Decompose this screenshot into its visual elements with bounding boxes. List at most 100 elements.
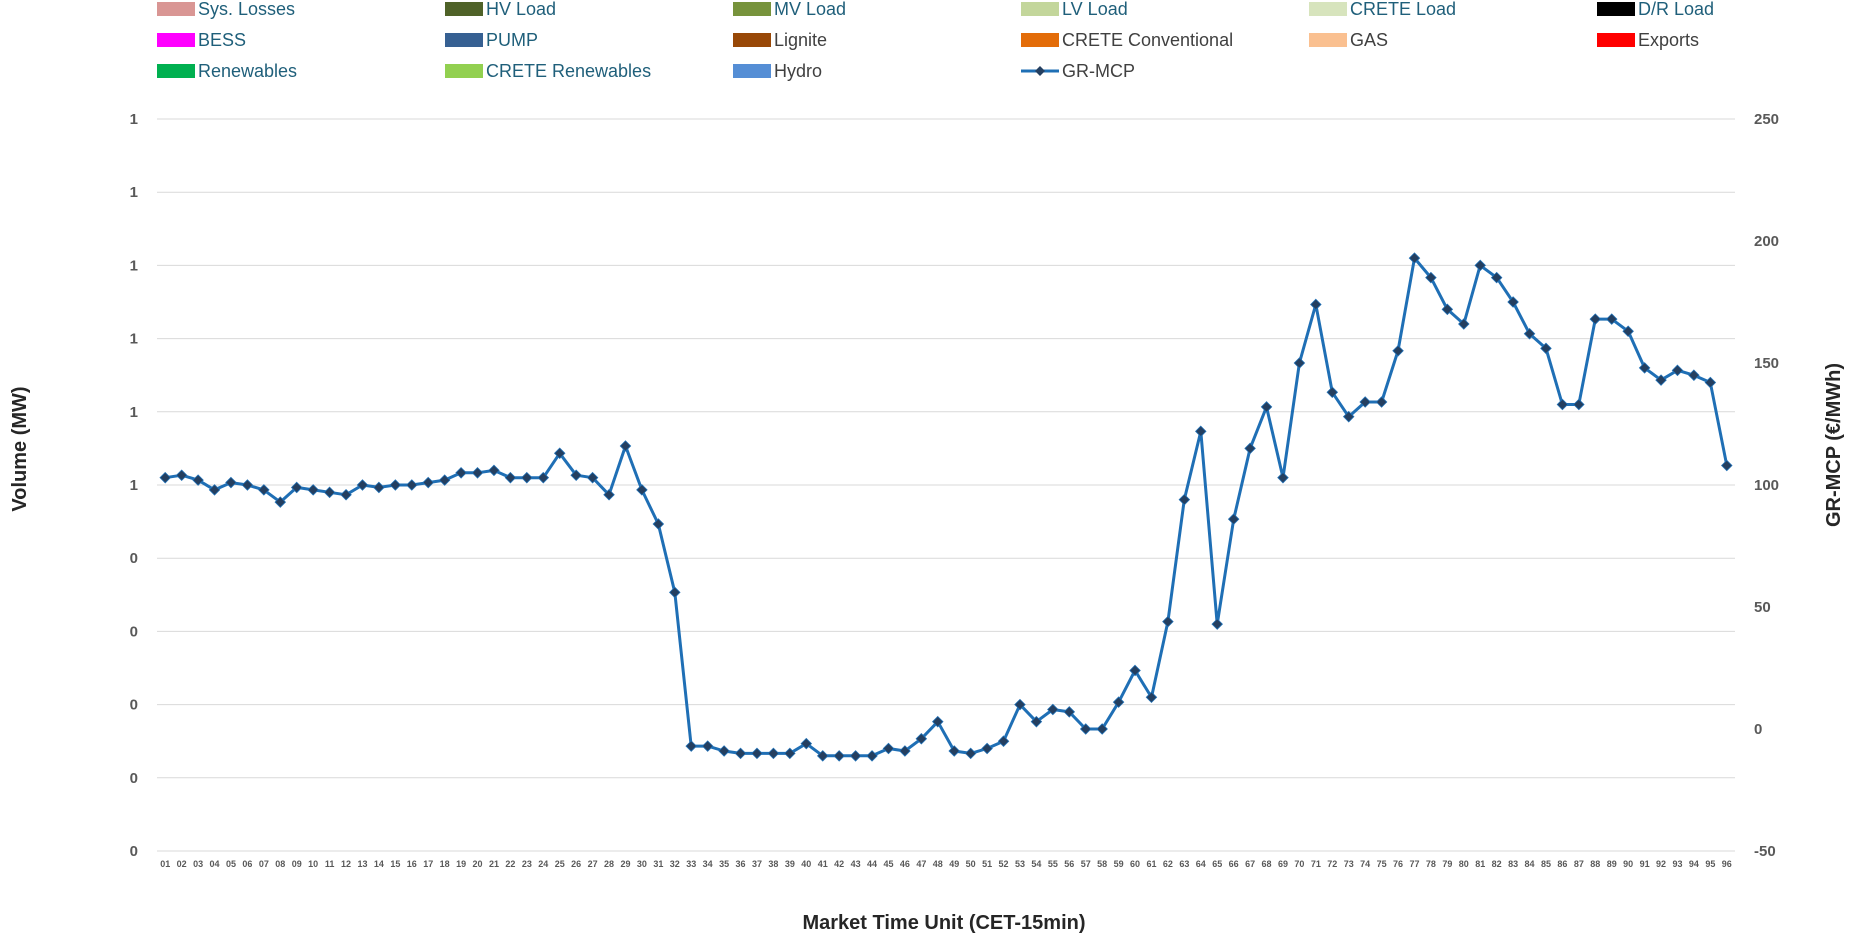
data-point (1507, 296, 1519, 308)
data-point (455, 467, 467, 479)
legend-swatch (157, 2, 195, 16)
x-tick-label: 59 (1114, 859, 1124, 869)
data-point (537, 471, 550, 484)
legend-label: GAS (1350, 30, 1388, 50)
x-tick-label: 53 (1015, 859, 1025, 869)
legend-label: D/R Load (1638, 0, 1714, 19)
x-tick-label: 07 (259, 859, 269, 869)
legend-item: CRETE Renewables (445, 61, 651, 81)
data-point (1721, 459, 1733, 472)
x-tick-label: 42 (834, 859, 844, 869)
data-point (521, 471, 533, 484)
data-point (767, 747, 780, 760)
data-point (175, 469, 188, 482)
data-point (1063, 706, 1076, 718)
x-tick-label: 02 (177, 859, 187, 869)
data-point (1490, 271, 1503, 284)
data-point (1671, 364, 1684, 377)
data-point (159, 471, 171, 484)
data-point (290, 481, 303, 494)
legend-swatch (733, 64, 771, 78)
legend-label: Lignite (774, 30, 827, 50)
data-point (1622, 325, 1634, 338)
x-tick-label: 04 (210, 859, 220, 869)
data-point (1688, 369, 1700, 381)
x-tick-label: 21 (489, 859, 499, 869)
x-tick-label: 47 (916, 859, 926, 869)
data-point (1523, 327, 1536, 340)
data-point (1293, 357, 1306, 369)
x-axis: 01 02 03 04 05 06 07 08 09 10 11 12 13 14 15 16 17 18 19 20… (160, 859, 1732, 869)
left-tick-label: 1 (130, 331, 138, 348)
gridlines (157, 118, 1735, 852)
legend-label: MV Load (774, 0, 846, 19)
x-tick-label: 81 (1475, 859, 1485, 869)
legend-swatch (1597, 2, 1635, 16)
x-tick-label: 60 (1130, 859, 1140, 869)
x-tick-label: 50 (966, 859, 976, 869)
data-point (1655, 374, 1667, 386)
data-point (504, 471, 517, 484)
x-tick-label: 46 (900, 859, 910, 869)
legend-label: BESS (198, 30, 246, 50)
x-tick-label: 31 (653, 859, 663, 869)
left-tick-label: 1 (130, 184, 138, 201)
data-point (1704, 376, 1717, 389)
right-axis-title: GR-MCP (€/MWh) (1823, 363, 1845, 527)
data-point (1014, 698, 1026, 711)
legend-swatch (1021, 2, 1059, 16)
data-point (1112, 696, 1125, 708)
x-tick-label: 15 (390, 859, 400, 869)
legend-swatch (1309, 2, 1347, 16)
data-point (1079, 723, 1092, 735)
x-tick-label: 70 (1294, 859, 1304, 869)
data-point (1047, 703, 1059, 716)
data-point (1474, 259, 1486, 272)
data-point (1178, 493, 1191, 506)
data-point (1556, 398, 1569, 411)
x-tick-label: 01 (160, 859, 170, 869)
data-point (849, 750, 862, 762)
x-tick-label: 92 (1656, 859, 1666, 869)
x-tick-label: 34 (703, 859, 713, 869)
x-tick-label: 58 (1097, 859, 1107, 869)
x-tick-label: 33 (686, 859, 696, 869)
x-tick-label: 55 (1048, 859, 1058, 869)
x-tick-label: 56 (1064, 859, 1074, 869)
data-point (619, 440, 632, 452)
legend-item: CRETE Conventional (1021, 30, 1233, 50)
x-tick-label: 30 (637, 859, 647, 869)
x-tick-label: 27 (588, 859, 598, 869)
data-point (488, 464, 500, 477)
x-tick-label: 44 (867, 859, 877, 869)
x-axis-title: Market Time Unit (CET-15min) (802, 912, 1085, 934)
x-tick-label: 36 (736, 859, 746, 869)
data-point (1342, 410, 1355, 423)
legend-item: GAS (1309, 30, 1388, 50)
data-point (307, 484, 319, 496)
x-tick-label: 57 (1081, 859, 1091, 869)
data-point (669, 586, 681, 599)
left-axis-title: Volume (MW) (9, 386, 31, 511)
x-tick-label: 82 (1492, 859, 1502, 869)
x-tick-label: 94 (1689, 859, 1699, 869)
data-point (603, 488, 615, 501)
x-tick-label: 66 (1229, 859, 1239, 869)
legend-swatch (1309, 33, 1347, 47)
legend-swatch (445, 2, 483, 16)
right-tick-label: 50 (1754, 599, 1771, 616)
right-axis: -50 0 50 100 150 200 250 (1754, 111, 1779, 860)
x-tick-label: 73 (1344, 859, 1354, 869)
data-point (1162, 615, 1174, 628)
left-tick-label: 0 (130, 550, 138, 567)
legend-swatch (157, 33, 195, 47)
x-tick-label: 69 (1278, 859, 1288, 869)
x-tick-label: 62 (1163, 859, 1173, 869)
x-tick-label: 43 (851, 859, 861, 869)
legend-label: CRETE Conventional (1062, 30, 1233, 50)
x-tick-label: 63 (1179, 859, 1189, 869)
data-point (225, 476, 237, 489)
legend-marker (1035, 66, 1045, 76)
